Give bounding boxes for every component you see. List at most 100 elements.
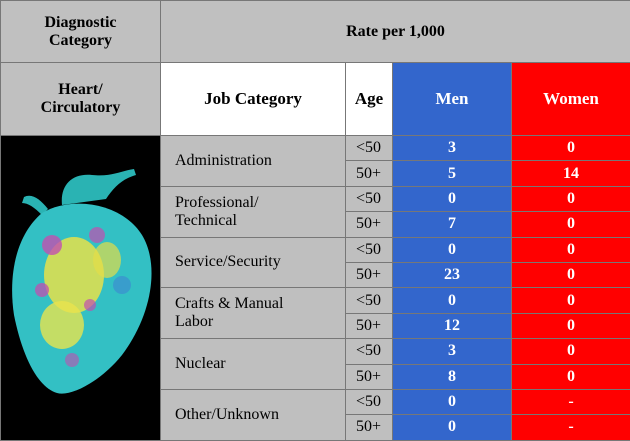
women-rate: - — [568, 418, 573, 435]
men-rate: 12 — [444, 317, 460, 334]
header-text: Job Category — [204, 89, 302, 108]
men-cell: 0 — [393, 186, 512, 211]
women-rate: 0 — [567, 317, 575, 334]
age-cell: <50 — [346, 186, 393, 211]
header-text: Women — [543, 89, 599, 108]
job-category-cell: Administration — [161, 136, 346, 187]
men-cell: 5 — [393, 161, 512, 186]
age: 50+ — [356, 368, 381, 385]
men-cell: 3 — [393, 339, 512, 364]
men-header: Men — [393, 63, 512, 136]
women-rate: 0 — [567, 266, 575, 283]
job-category: Professional/ — [175, 194, 345, 212]
job-category: Labor — [175, 313, 345, 331]
women-rate: 0 — [567, 292, 575, 309]
table-body: Administration <50 3 0 50+ 5 14 Professional/Te… — [1, 136, 630, 441]
men-rate: 7 — [448, 215, 456, 232]
age-cell: <50 — [346, 288, 393, 313]
men-rate: 0 — [448, 190, 456, 207]
men-rate: 3 — [448, 342, 456, 359]
women-cell: 0 — [512, 288, 630, 313]
age-header: Age — [346, 63, 393, 136]
header-line: Circulatory — [1, 99, 160, 117]
women-header: Women — [512, 63, 630, 136]
age: 50+ — [356, 165, 381, 182]
men-cell: 0 — [393, 237, 512, 262]
age-cell: 50+ — [346, 161, 393, 186]
women-rate: 0 — [567, 368, 575, 385]
age-cell: 50+ — [346, 313, 393, 338]
men-cell: 23 — [393, 262, 512, 287]
men-cell: 7 — [393, 212, 512, 237]
age: 50+ — [356, 266, 381, 283]
diagnosis-header: Heart/ Circulatory — [1, 63, 161, 136]
heart-image — [2, 165, 160, 405]
header-line: Heart/ — [1, 81, 160, 99]
age: <50 — [356, 139, 381, 156]
job-category-cell: Service/Security — [161, 237, 346, 288]
job-category: Service/Security — [175, 253, 345, 271]
women-rate: - — [568, 393, 573, 410]
age-cell: 50+ — [346, 364, 393, 389]
job-category: Other/Unknown — [175, 406, 345, 424]
age: 50+ — [356, 317, 381, 334]
women-cell: 0 — [512, 313, 630, 338]
job-category-header: Job Category — [161, 63, 346, 136]
diagnostic-category-header: Diagnostic Category — [1, 1, 161, 63]
header-text: Men — [435, 89, 468, 108]
women-cell: 0 — [512, 339, 630, 364]
rate-header: Rate per 1,000 — [161, 1, 630, 63]
women-cell: 0 — [512, 237, 630, 262]
men-cell: 3 — [393, 136, 512, 161]
job-category: Administration — [175, 152, 345, 170]
age: <50 — [356, 292, 381, 309]
men-rate: 0 — [448, 241, 456, 258]
women-cell: 0 — [512, 212, 630, 237]
job-category-cell: Other/Unknown — [161, 389, 346, 440]
header-row: Diagnostic Category Rate per 1,000 — [1, 1, 630, 63]
men-rate: 5 — [448, 165, 456, 182]
women-cell: 14 — [512, 161, 630, 186]
age: <50 — [356, 190, 381, 207]
women-cell: 0 — [512, 186, 630, 211]
age: 50+ — [356, 215, 381, 232]
age-cell: <50 — [346, 237, 393, 262]
women-rate: 0 — [567, 139, 575, 156]
header-line: Diagnostic — [1, 14, 160, 32]
women-rate: 0 — [567, 215, 575, 232]
age-cell: <50 — [346, 339, 393, 364]
job-category: Nuclear — [175, 355, 345, 373]
men-cell: 0 — [393, 415, 512, 440]
age: <50 — [356, 393, 381, 410]
header-row: Heart/ Circulatory Job Category Age Men … — [1, 63, 630, 136]
header-text: Age — [355, 89, 383, 108]
men-rate: 3 — [448, 139, 456, 156]
men-cell: 0 — [393, 288, 512, 313]
table-header: Diagnostic Category Rate per 1,000 Heart… — [1, 1, 630, 136]
men-rate: 0 — [448, 292, 456, 309]
women-cell: 0 — [512, 364, 630, 389]
men-rate: 0 — [448, 418, 456, 435]
age: 50+ — [356, 418, 381, 435]
women-cell: 0 — [512, 262, 630, 287]
age: <50 — [356, 342, 381, 359]
age-cell: 50+ — [346, 262, 393, 287]
job-category-cell: Nuclear — [161, 339, 346, 390]
women-cell: 0 — [512, 136, 630, 161]
age: <50 — [356, 241, 381, 258]
men-cell: 12 — [393, 313, 512, 338]
men-rate: 8 — [448, 368, 456, 385]
women-rate: 14 — [563, 165, 579, 182]
women-cell: - — [512, 389, 630, 414]
job-category: Technical — [175, 212, 345, 230]
women-cell: - — [512, 415, 630, 440]
job-category: Crafts & Manual — [175, 295, 345, 313]
women-rate: 0 — [567, 190, 575, 207]
age-cell: 50+ — [346, 212, 393, 237]
header-text: Rate per 1,000 — [346, 23, 445, 40]
header-line: Category — [1, 32, 160, 50]
